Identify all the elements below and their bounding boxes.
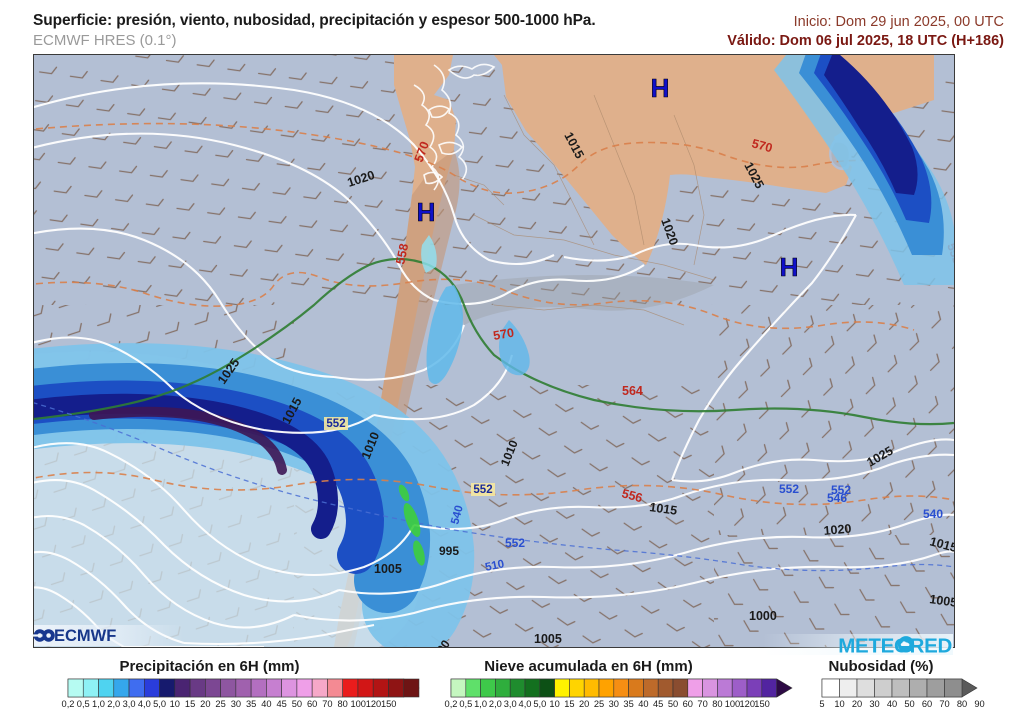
svg-text:546: 546 — [827, 491, 847, 505]
svg-text:552: 552 — [326, 418, 345, 430]
svg-text:1020: 1020 — [823, 522, 852, 538]
svg-text:564: 564 — [622, 384, 643, 398]
svg-text:1005: 1005 — [374, 562, 402, 576]
svg-text:1000: 1000 — [749, 609, 777, 623]
svg-text:995: 995 — [439, 544, 459, 558]
svg-text:METEORED: METEORED — [838, 635, 952, 658]
svg-text:540: 540 — [923, 507, 943, 521]
svg-text:1005: 1005 — [534, 632, 562, 646]
svg-text:ECMWF: ECMWF — [54, 627, 116, 645]
svg-text:H: H — [417, 197, 436, 227]
svg-text:H: H — [780, 252, 799, 282]
svg-text:552: 552 — [505, 536, 525, 550]
svg-text:H: H — [651, 73, 670, 103]
svg-text:552: 552 — [779, 482, 799, 496]
svg-text:552: 552 — [473, 484, 492, 496]
